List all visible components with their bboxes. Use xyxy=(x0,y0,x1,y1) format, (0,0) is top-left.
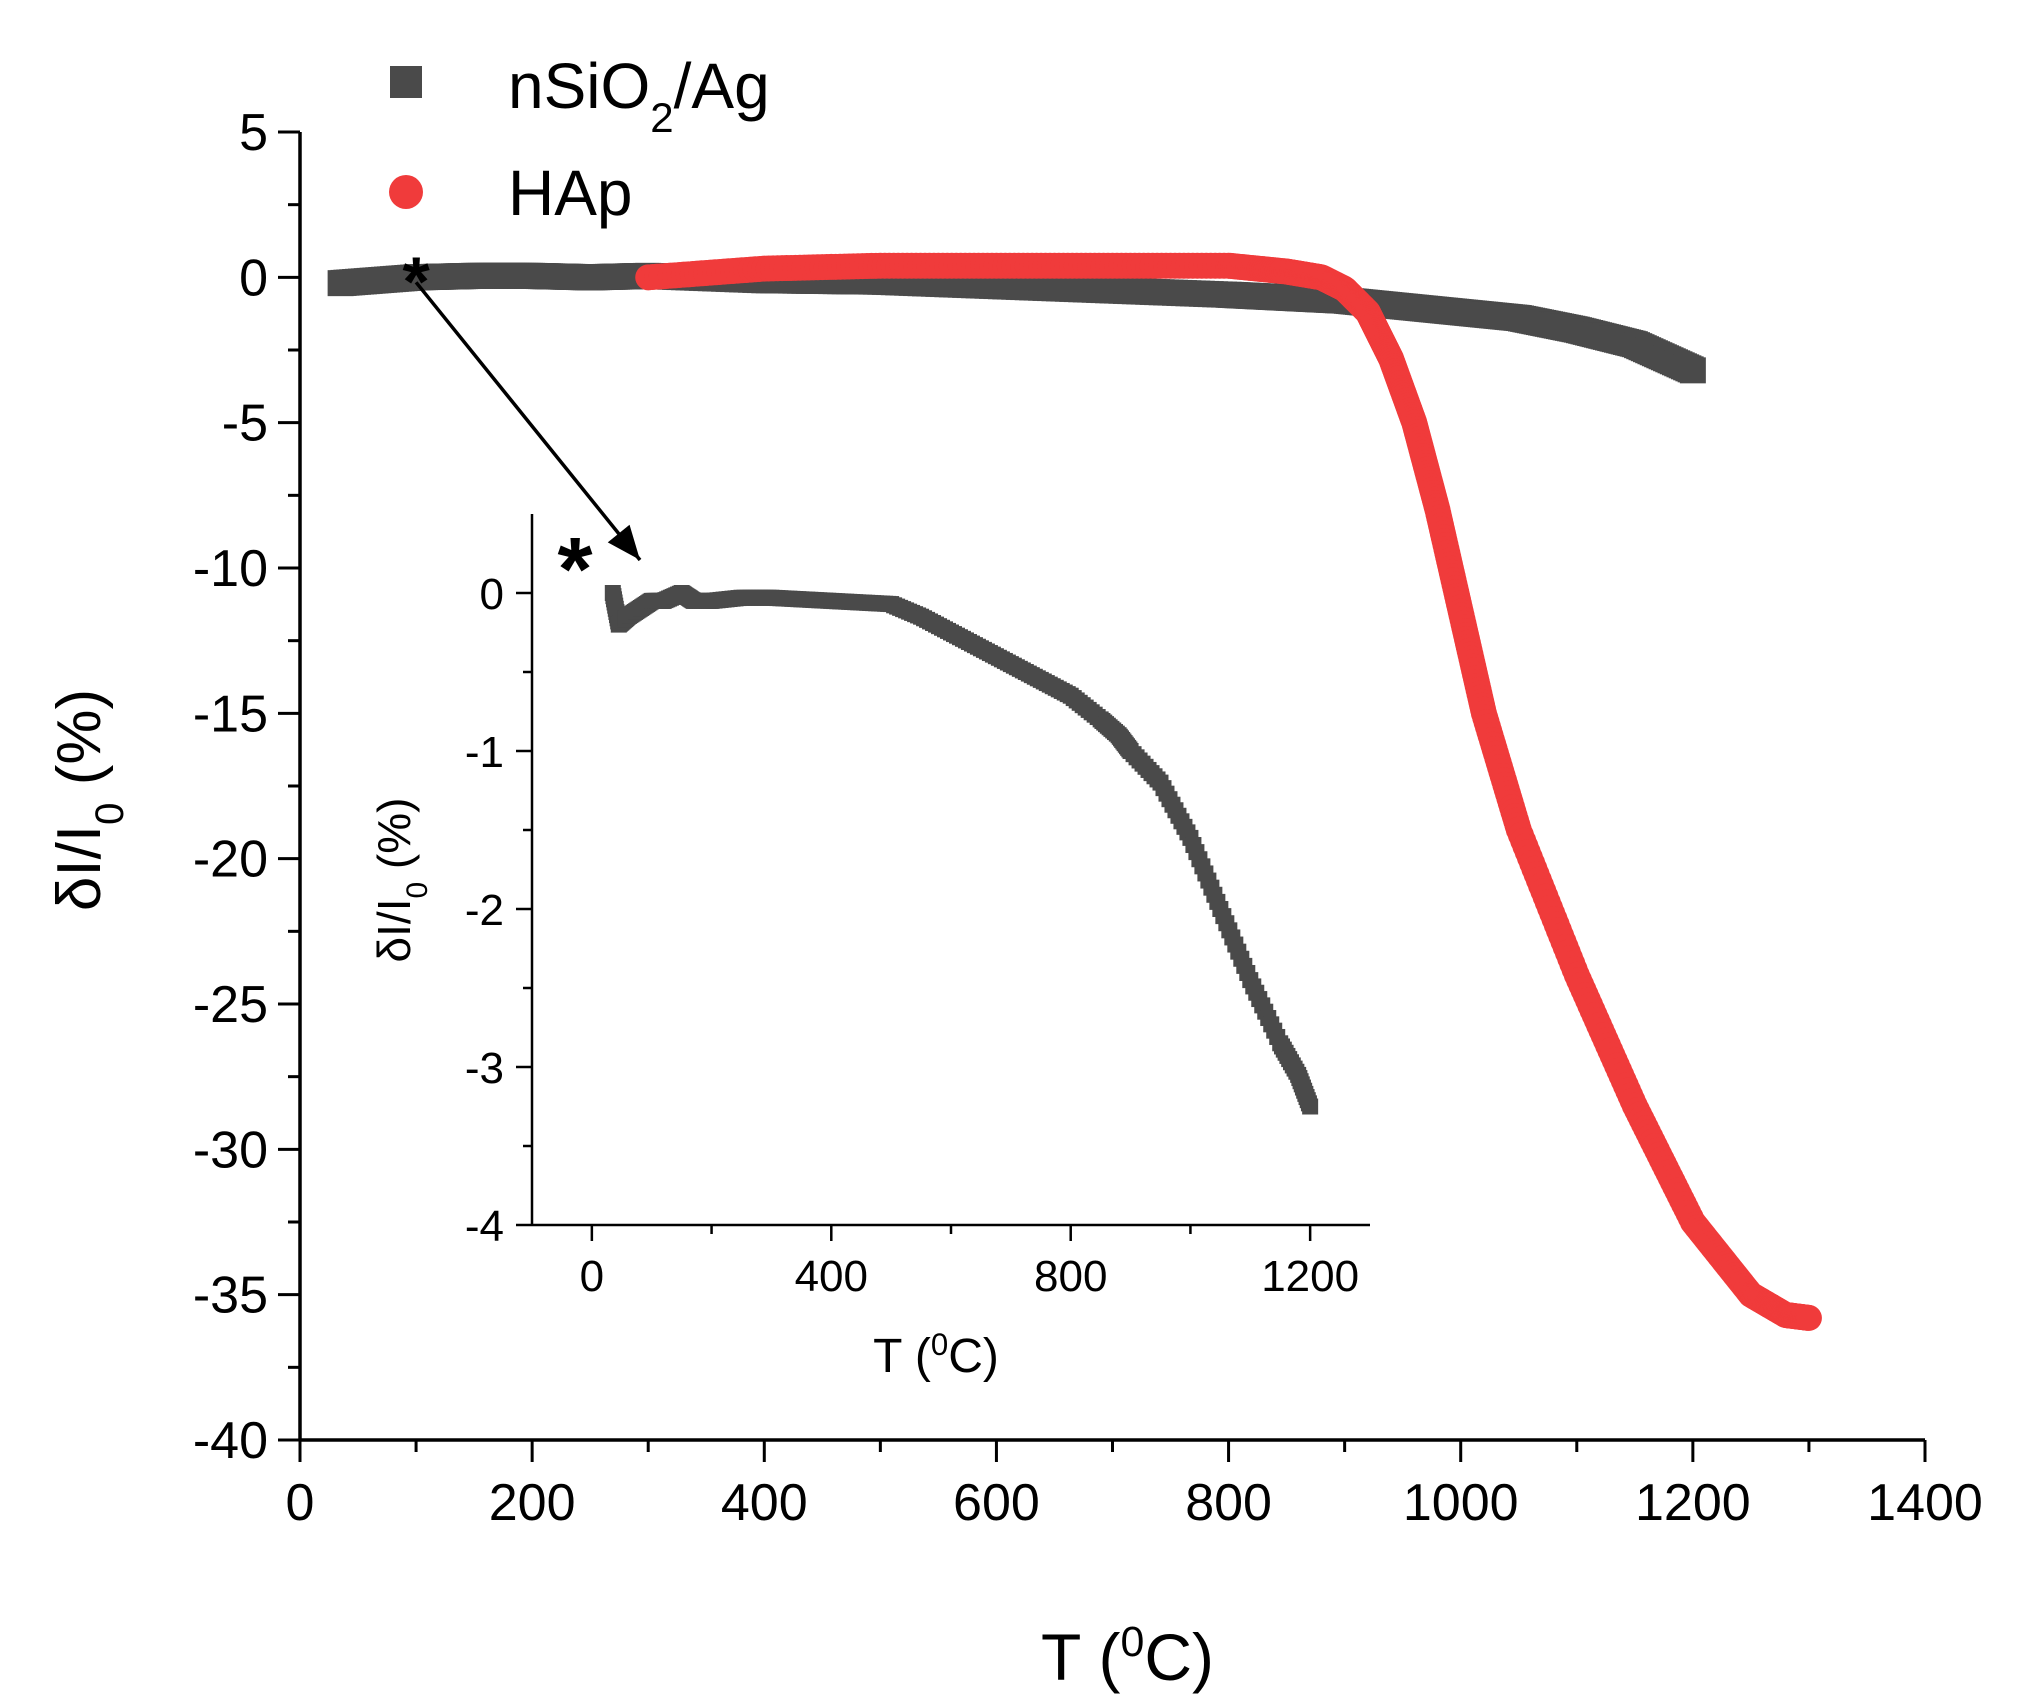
main-y-tick-label: -15 xyxy=(193,685,268,743)
inset-series-nsio2-ag xyxy=(604,585,1319,1115)
main-x-tick-label: 400 xyxy=(721,1474,808,1532)
main-y-tick-label: 0 xyxy=(239,249,268,307)
main-x-tick-label: 200 xyxy=(489,1474,576,1532)
main-x-tick-label: 1000 xyxy=(1403,1474,1519,1532)
inset-data-point xyxy=(1302,1098,1319,1115)
inset-axes: 0 400 800 1200 0 -1 -2 -3 -4 T (0C) δI/I0 (%) * xyxy=(368,514,1370,1383)
data-point-nsio2-ag xyxy=(1679,357,1706,384)
main-x-tick-label: 600 xyxy=(953,1474,1040,1532)
legend-circle-marker xyxy=(389,175,423,209)
annotation-arrow-line xyxy=(414,281,642,562)
inset-y-tick-label: -4 xyxy=(465,1202,504,1251)
inset-x-tick-label: 1200 xyxy=(1261,1252,1359,1301)
main-series-hap xyxy=(635,252,1822,1331)
main-y-tick-label: -10 xyxy=(193,540,268,598)
inset-x-tick-label: 400 xyxy=(795,1252,868,1301)
main-x-axis-label: T (0C) xyxy=(1041,1618,1214,1694)
data-point-hap xyxy=(1795,1304,1822,1331)
inset-annotation-star: * xyxy=(557,520,592,620)
inset-x-tick-label: 800 xyxy=(1034,1252,1107,1301)
main-y-tick-label: -40 xyxy=(193,1412,268,1470)
legend-label-nsio2-ag: nSiO2/Ag xyxy=(508,50,770,141)
legend-label-hap: HAp xyxy=(508,157,633,229)
inset-y-axis-label: δI/I0 (%) xyxy=(368,798,434,963)
main-y-tick-label: 5 xyxy=(239,104,268,162)
inset-y-tick-label: -3 xyxy=(465,1044,504,1093)
main-y-tick-label: -25 xyxy=(193,976,268,1034)
inset-y-tick-label: -2 xyxy=(465,886,504,935)
main-y-tick-label: -30 xyxy=(193,1121,268,1179)
main-annotation-star: * xyxy=(402,242,430,320)
main-x-tick-label: 1200 xyxy=(1635,1474,1751,1532)
inset-y-tick-label: 0 xyxy=(480,570,504,619)
main-y-tick-label: -35 xyxy=(193,1267,268,1325)
main-series-nsio2-ag xyxy=(327,262,1706,384)
legend: nSiO2/Ag HAp xyxy=(389,50,770,229)
main-y-tick-label: -20 xyxy=(193,831,268,889)
inset-series-layer xyxy=(604,585,1319,1115)
inset-x-tick-label: 0 xyxy=(580,1252,604,1301)
main-x-tick-label: 800 xyxy=(1185,1474,1272,1532)
main-x-tick-label: 1400 xyxy=(1867,1474,1983,1532)
main-y-axis-label: δI/I0 (%) xyxy=(45,689,132,911)
main-series-layer xyxy=(327,252,1822,1331)
inset-x-axis-label: T (0C) xyxy=(873,1327,999,1384)
annotation-arrow-head xyxy=(607,524,640,560)
main-y-tick-label: -5 xyxy=(222,395,268,453)
main-axes: 0 200 400 600 800 1000 1200 140050-5-10-15-20-2… xyxy=(45,104,1983,1694)
legend-square-marker xyxy=(390,66,422,98)
annotation-layer: * xyxy=(402,242,642,562)
main-x-tick-label: 0 xyxy=(286,1474,315,1532)
inset-y-tick-label: -1 xyxy=(465,728,504,777)
